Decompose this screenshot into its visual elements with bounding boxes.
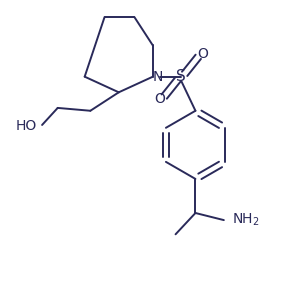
Text: NH$_2$: NH$_2$: [232, 212, 260, 228]
Text: S: S: [176, 69, 186, 84]
Text: HO: HO: [15, 119, 36, 133]
Text: O: O: [154, 92, 165, 106]
Text: N: N: [153, 70, 163, 84]
Text: O: O: [197, 47, 208, 61]
